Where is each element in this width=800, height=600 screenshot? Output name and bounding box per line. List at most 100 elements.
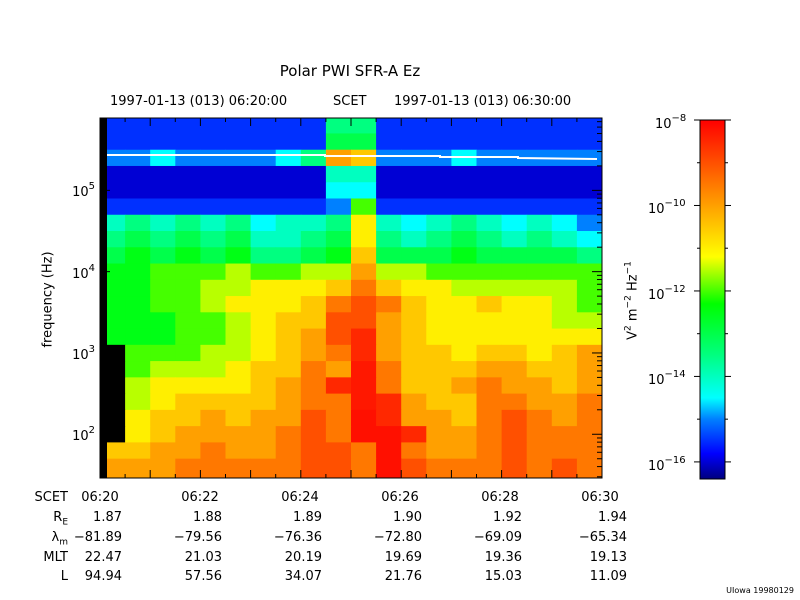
heatmap-cell: [576, 198, 603, 216]
heatmap-cell: [225, 133, 252, 151]
heatmap-cell: [451, 133, 477, 151]
heatmap-cell: [275, 442, 302, 460]
heatmap-cell: [275, 312, 302, 330]
heatmap-cell: [401, 377, 427, 395]
heatmap-cell: [300, 118, 327, 134]
heatmap-cell: [125, 442, 151, 460]
colorbar-ticks: [694, 119, 731, 463]
heatmap-cell: [275, 458, 302, 479]
heatmap-cell: [150, 344, 176, 362]
heatmap-cell: [501, 247, 528, 265]
heatmap-cell: [250, 247, 277, 265]
heatmap-cell: [451, 377, 477, 395]
heatmap-cell: [150, 312, 176, 330]
heatmap-cell: [325, 214, 352, 232]
heatmap-cell: [376, 118, 402, 134]
heatmap-cell: [250, 231, 277, 248]
heatmap-cell: [275, 426, 302, 443]
heatmap-cell: [225, 409, 252, 427]
heatmap-cells: [100, 118, 603, 479]
heatmap-cell: [576, 328, 603, 346]
heatmap-cell: [275, 231, 302, 248]
ephemeris-l-value: 34.07: [284, 569, 322, 584]
heatmap-cell: [501, 426, 528, 443]
heatmap-cell: [451, 118, 477, 134]
heatmap-cell: [376, 442, 402, 460]
heatmap-cell: [401, 149, 427, 167]
ephemeris-l-value: 11.09: [589, 569, 627, 584]
heatmap-cell: [200, 458, 226, 479]
heatmap-cell: [351, 118, 377, 134]
heatmap-cell: [351, 344, 377, 362]
heatmap-cell: [225, 149, 252, 167]
heatmap-cell: [576, 377, 603, 395]
heatmap-cell: [351, 149, 377, 167]
heatmap-cell: [576, 409, 603, 427]
heatmap-cell: [576, 247, 603, 265]
heatmap-cell: [426, 312, 452, 330]
heatmap-cell: [451, 279, 477, 297]
heatmap-cell: [351, 279, 377, 297]
heatmap-cell: [125, 165, 151, 183]
heatmap-cell: [451, 149, 477, 167]
heatmap-cell: [551, 361, 578, 378]
heatmap-cell: [125, 198, 151, 216]
heatmap-cell: [451, 312, 477, 330]
heatmap-cell: [300, 409, 327, 427]
heatmap-cell: [351, 263, 377, 281]
ephemeris-mlt-value: 22.47: [84, 550, 122, 565]
heatmap-cell: [376, 377, 402, 395]
heatmap-cell: [376, 312, 402, 330]
heatmap-cell: [501, 344, 528, 362]
heatmap-cell: [225, 296, 252, 313]
heatmap-cell: [300, 426, 327, 443]
heatmap-cell: [576, 231, 603, 248]
heatmap-cell: [426, 263, 452, 281]
heatmap-cell: [200, 165, 226, 183]
y-tick-label: 105: [72, 181, 95, 201]
heatmap-cell: [175, 198, 201, 216]
heatmap-cell: [325, 458, 352, 479]
heatmap-cell: [551, 344, 578, 362]
heatmap-cell: [526, 279, 553, 297]
ephemeris-l-value: 15.03: [484, 569, 522, 584]
heatmap-cell: [451, 344, 477, 362]
heatmap-cell: [175, 328, 201, 346]
heatmap-cell: [501, 165, 528, 183]
colorbar-tick-label: 10−8: [655, 113, 687, 132]
heatmap-cell: [401, 458, 427, 479]
heatmap-cell: [426, 198, 452, 216]
heatmap-cell: [551, 182, 578, 199]
heatmap-cell: [300, 198, 327, 216]
heatmap-cell: [576, 361, 603, 378]
heatmap-cell: [200, 344, 226, 362]
heatmap-cell: [551, 118, 578, 134]
heatmap-cell: [200, 279, 226, 297]
ephemeris-lambda_m-value: −69.09: [473, 530, 522, 545]
heatmap-cell: [300, 393, 327, 411]
no-data-strip: [100, 118, 107, 478]
heatmap-cell: [351, 426, 377, 443]
ephemeris-re-value: 1.90: [393, 510, 422, 525]
heatmap-cell: [376, 231, 402, 248]
heatmap-cell: [200, 263, 226, 281]
heatmap-cell: [426, 231, 452, 248]
heatmap-cell: [426, 442, 452, 460]
heatmap-cell: [376, 149, 402, 167]
heatmap-cell: [476, 279, 503, 297]
heatmap-cell: [275, 393, 302, 411]
heatmap-cell: [476, 149, 503, 167]
heatmap-cell: [325, 409, 352, 427]
heatmap-cell: [175, 361, 201, 378]
heatmap-cell: [300, 312, 327, 330]
heatmap-cell: [250, 118, 277, 134]
heatmap-cell: [451, 263, 477, 281]
heatmap-cell: [225, 198, 252, 216]
heatmap-cell: [125, 296, 151, 313]
heatmap-cell: [576, 296, 603, 313]
heatmap-cell: [225, 328, 252, 346]
heatmap-cell: [200, 361, 226, 378]
heatmap-cell: [300, 361, 327, 378]
heatmap-cell: [351, 312, 377, 330]
heatmap-cell: [501, 328, 528, 346]
